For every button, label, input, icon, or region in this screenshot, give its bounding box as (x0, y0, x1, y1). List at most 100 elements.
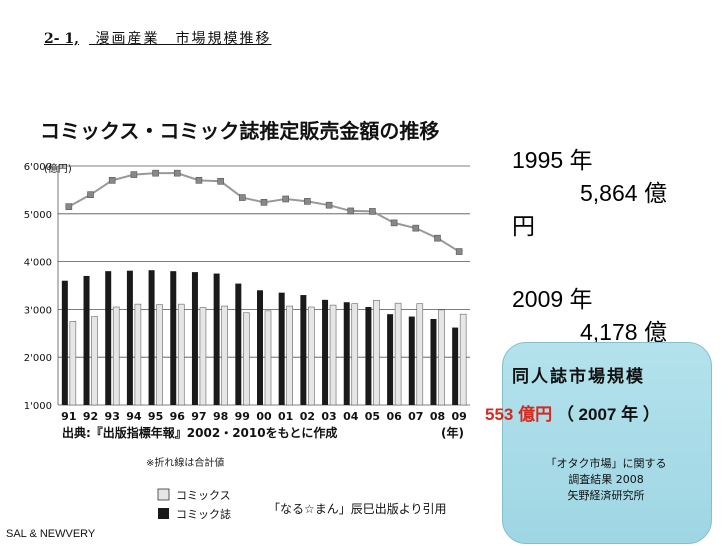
y-tick-label: 6'000 (24, 162, 52, 173)
bar-comic-magazine (235, 283, 242, 405)
y-tick-label: 5'000 (24, 210, 52, 221)
x-tick-label: 09 (452, 410, 467, 423)
footer-credit: SAL & NEWVERY (6, 528, 96, 540)
bar-comics (243, 312, 250, 406)
callout-amount: 553 億円 (485, 405, 553, 424)
bar-comics (308, 306, 315, 406)
callout-source-line: 矢野経済研究所 (567, 489, 645, 502)
callout-title: 同人誌市場規模 (512, 367, 645, 387)
x-axis-label: (年) (441, 425, 464, 440)
x-tick-label: 06 (386, 410, 402, 423)
legend-label-magazines: コミック誌 (176, 507, 231, 521)
legend-label-comics: コミックス (176, 489, 231, 502)
total-point (282, 195, 289, 203)
slide-title: 漫画産業 市場規模推移 (95, 31, 272, 47)
bar-comic-magazine (257, 290, 263, 405)
stat-amount: 4,178 億 (580, 319, 667, 345)
x-tick-label: 02 (300, 410, 315, 423)
y-tick-label: 3'000 (24, 305, 52, 316)
total-line (68, 172, 460, 253)
x-tick-label: 95 (148, 410, 163, 423)
bar-comic-magazine (365, 307, 372, 405)
bar-comic-magazine (83, 275, 90, 405)
stat-unit: 円 (512, 213, 535, 239)
total-point (325, 201, 333, 209)
bar-comics (156, 304, 163, 406)
total-point (217, 177, 224, 185)
bar-comic-magazine (148, 270, 155, 405)
x-tick-label: 03 (321, 410, 336, 423)
x-tick-label: 01 (278, 410, 293, 423)
stat-year: 1995 年 (512, 147, 593, 173)
total-point (260, 199, 268, 206)
stat-year: 2009 年 (512, 286, 593, 312)
bar-comics (112, 306, 120, 406)
total-point (65, 203, 73, 210)
bar-comic-magazine (191, 272, 198, 405)
bar-comics (329, 304, 337, 406)
bar-comic-magazine (387, 314, 394, 405)
total-point (173, 169, 181, 177)
x-tick-label: 94 (126, 410, 142, 423)
bar-comics (438, 309, 445, 406)
bar-comics (351, 303, 359, 406)
bar-comic-magazine (408, 316, 415, 405)
total-point (390, 219, 398, 227)
x-tick-label: 96 (170, 410, 186, 423)
bar-comic-magazine (322, 299, 329, 405)
bar-comics (91, 316, 98, 406)
bar-comics (416, 303, 424, 406)
source-note: 「なる☆まん」辰巳出版より引用 (268, 502, 447, 516)
x-tick-label: 08 (430, 410, 445, 423)
x-tick-label: 91 (61, 410, 76, 423)
legend-swatch-magazines (158, 508, 169, 519)
bar-comics (373, 300, 380, 406)
y-tick-label: 1'000 (24, 401, 52, 412)
callout-source: 「オタク市場」に関する 調査結果 2008 矢野経済研究所 (530, 456, 682, 504)
bar-comics (394, 302, 402, 406)
x-tick-label: 98 (213, 410, 228, 423)
total-point (347, 207, 355, 215)
bar-comic-magazine (278, 292, 285, 405)
y-tick-label: 2'000 (24, 353, 52, 364)
x-tick-label: 00 (256, 410, 272, 423)
total-point (152, 169, 159, 177)
callout-source-line: 「オタク市場」に関する (545, 457, 667, 470)
stat-2009: 2009 年 4,178 億 円 (512, 283, 712, 382)
total-point (369, 208, 376, 215)
callout-suffix: （ 2007 年 ） (556, 405, 660, 424)
bar-comic-magazine (213, 273, 220, 405)
bar-comic-magazine (300, 295, 307, 405)
chart-note: ※折れ線は合計値 (146, 456, 224, 469)
doujinshi-callout (502, 342, 712, 544)
bar-comic-magazine (452, 327, 459, 405)
y-axis-label: (億円) (44, 162, 72, 175)
slide-heading: 2- 1, 漫画産業 市場規模推移 (44, 28, 272, 48)
total-point (412, 224, 420, 232)
bar-comic-magazine (430, 318, 437, 405)
chart-title: コミックス・コミック誌推定販売金額の推移 (40, 119, 439, 143)
x-tick-label: 99 (235, 410, 250, 423)
bar-comic-magazine (61, 280, 68, 405)
bar-comics (177, 303, 185, 406)
y-tick-label: 4'000 (24, 258, 52, 269)
x-tick-label: 05 (365, 410, 380, 423)
bar-comics (459, 313, 467, 406)
slide-number: 2- 1, (44, 31, 80, 47)
total-point (108, 177, 116, 184)
stat-amount: 5,864 億 (580, 180, 667, 206)
bar-comics (134, 303, 142, 406)
total-point (87, 191, 94, 198)
bar-comics (199, 307, 207, 406)
callout-source-line: 調査結果 2008 (568, 473, 644, 486)
total-point (239, 194, 246, 201)
x-tick-label: 93 (105, 410, 120, 423)
total-point (455, 248, 463, 255)
total-point (130, 171, 138, 178)
bar-comic-magazine (126, 270, 133, 405)
total-point (434, 234, 441, 242)
total-point (304, 198, 311, 205)
callout-value: 553 億円 （ 2007 年 ） (485, 400, 660, 425)
total-point (195, 177, 203, 184)
